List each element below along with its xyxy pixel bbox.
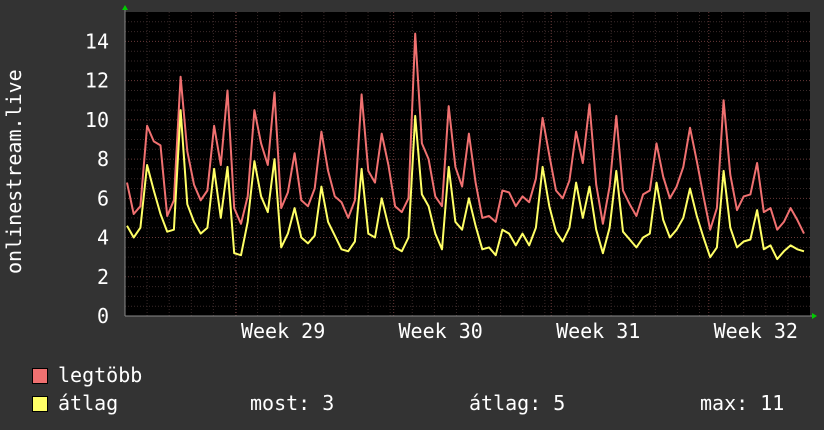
- x-tick-label: Week 30: [399, 319, 483, 343]
- y-tick-label: 14: [85, 29, 109, 53]
- x-tick-label: Week 32: [714, 319, 798, 343]
- plot-area: [125, 12, 810, 316]
- stat-max: max: 11: [700, 391, 785, 415]
- y-tick-label: 2: [97, 265, 109, 289]
- y-tick-label: 10: [85, 108, 109, 132]
- x-axis-arrow-icon: [812, 313, 817, 319]
- y-tick-label: 6: [97, 186, 109, 210]
- x-tick-label: Week 31: [556, 319, 640, 343]
- series-line-max: [126, 32, 805, 235]
- series-line-avg: [126, 109, 805, 261]
- legend-swatch-avg: [32, 396, 48, 412]
- legend-label-avg: átlag: [58, 391, 119, 415]
- y-axis-arrow-icon: [122, 5, 128, 10]
- stat-avg: átlag: 5: [469, 391, 566, 415]
- series-layer: [126, 32, 805, 261]
- tick-labels: 0 2 4 6 8 10 12 14 Week 29 Week 30 Week 31 Week 32: [85, 29, 798, 343]
- line-chart: 0 2 4 6 8 10 12 14 Week 29 Week 30 Week 31 Week 32: [85, 5, 817, 343]
- legend-swatch-max: [32, 368, 48, 384]
- y-axis-label: onlinestream.live: [2, 69, 26, 274]
- y-tick-label: 4: [97, 226, 109, 250]
- y-tick-label: 12: [85, 69, 109, 93]
- y-tick-label: 8: [97, 147, 109, 171]
- legend-label-max: legtöbb: [58, 363, 143, 387]
- x-tick-label: Week 29: [241, 319, 325, 343]
- stat-now: most: 3: [250, 391, 335, 415]
- y-tick-label: 0: [97, 304, 109, 328]
- axes-layer: [122, 5, 817, 319]
